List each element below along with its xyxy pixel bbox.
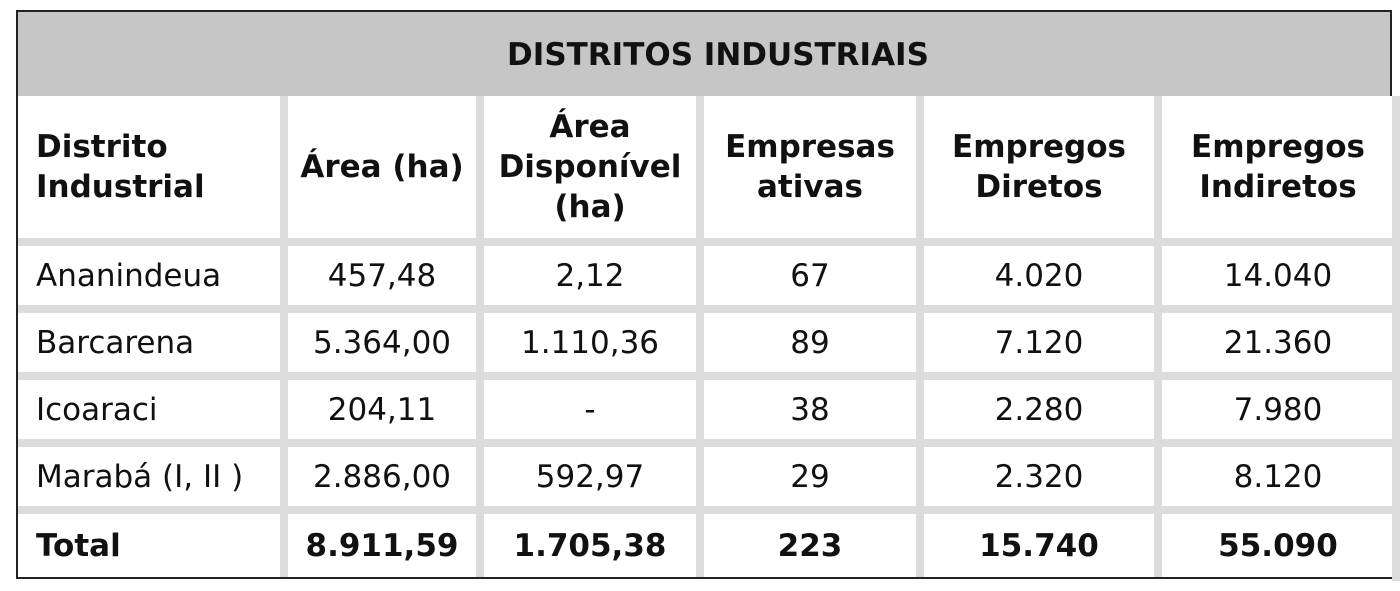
- cell-active-companies: 67: [704, 246, 924, 313]
- cell-area: 204,11: [288, 380, 484, 447]
- cell-direct-jobs: 2.280: [924, 380, 1162, 447]
- cell-direct-jobs: 7.120: [924, 313, 1162, 380]
- cell-direct-jobs: 2.320: [924, 447, 1162, 514]
- total-indirect-jobs: 55.090: [1162, 514, 1394, 577]
- table-row: Marabá (I, II ) 2.886,00 592,97 29 2.320…: [18, 447, 1394, 514]
- cell-indirect-jobs: 21.360: [1162, 313, 1394, 380]
- cell-active-companies: 38: [704, 380, 924, 447]
- header-row: Distrito Industrial Área (ha) Área Dispo…: [18, 96, 1394, 246]
- table-row: Barcarena 5.364,00 1.110,36 89 7.120 21.…: [18, 313, 1394, 380]
- cell-active-companies: 29: [704, 447, 924, 514]
- cell-indirect-jobs: 14.040: [1162, 246, 1394, 313]
- cell-available-area: 2,12: [484, 246, 704, 313]
- cell-indirect-jobs: 7.980: [1162, 380, 1394, 447]
- cell-available-area: -: [484, 380, 704, 447]
- cell-district: Ananindeua: [18, 246, 288, 313]
- cell-area: 457,48: [288, 246, 484, 313]
- total-available-area: 1.705,38: [484, 514, 704, 577]
- industrial-districts-table: Distrito Industrial Área (ha) Área Dispo…: [16, 96, 1394, 579]
- cell-district: Marabá (I, II ): [18, 447, 288, 514]
- total-label: Total: [18, 514, 288, 577]
- header-cell-direct-jobs: Empregos Diretos: [924, 96, 1162, 246]
- total-row: Total 8.911,59 1.705,38 223 15.740 55.09…: [18, 514, 1394, 577]
- cell-district: Barcarena: [18, 313, 288, 380]
- cell-available-area: 592,97: [484, 447, 704, 514]
- header-cell-active-companies: Empresas ativas: [704, 96, 924, 246]
- table-row: Ananindeua 457,48 2,12 67 4.020 14.040: [18, 246, 1394, 313]
- header-cell-area: Área (ha): [288, 96, 484, 246]
- table-row: Icoaraci 204,11 - 38 2.280 7.980: [18, 380, 1394, 447]
- cell-direct-jobs: 4.020: [924, 246, 1162, 313]
- cell-district: Icoaraci: [18, 380, 288, 447]
- total-active-companies: 223: [704, 514, 924, 577]
- total-direct-jobs: 15.740: [924, 514, 1162, 577]
- table-title-bar: DISTRITOS INDUSTRIAIS: [16, 10, 1392, 96]
- table-title: DISTRITOS INDUSTRIAIS: [507, 37, 929, 73]
- cell-active-companies: 89: [704, 313, 924, 380]
- header-cell-indirect-jobs: Empregos Indiretos: [1162, 96, 1394, 246]
- cell-available-area: 1.110,36: [484, 313, 704, 380]
- cell-indirect-jobs: 8.120: [1162, 447, 1394, 514]
- header-cell-available-area: Área Disponível (ha): [484, 96, 704, 246]
- header-cell-district: Distrito Industrial: [18, 96, 288, 246]
- cell-area: 2.886,00: [288, 447, 484, 514]
- table-right-edge: [1392, 96, 1400, 581]
- total-area: 8.911,59: [288, 514, 484, 577]
- cell-area: 5.364,00: [288, 313, 484, 380]
